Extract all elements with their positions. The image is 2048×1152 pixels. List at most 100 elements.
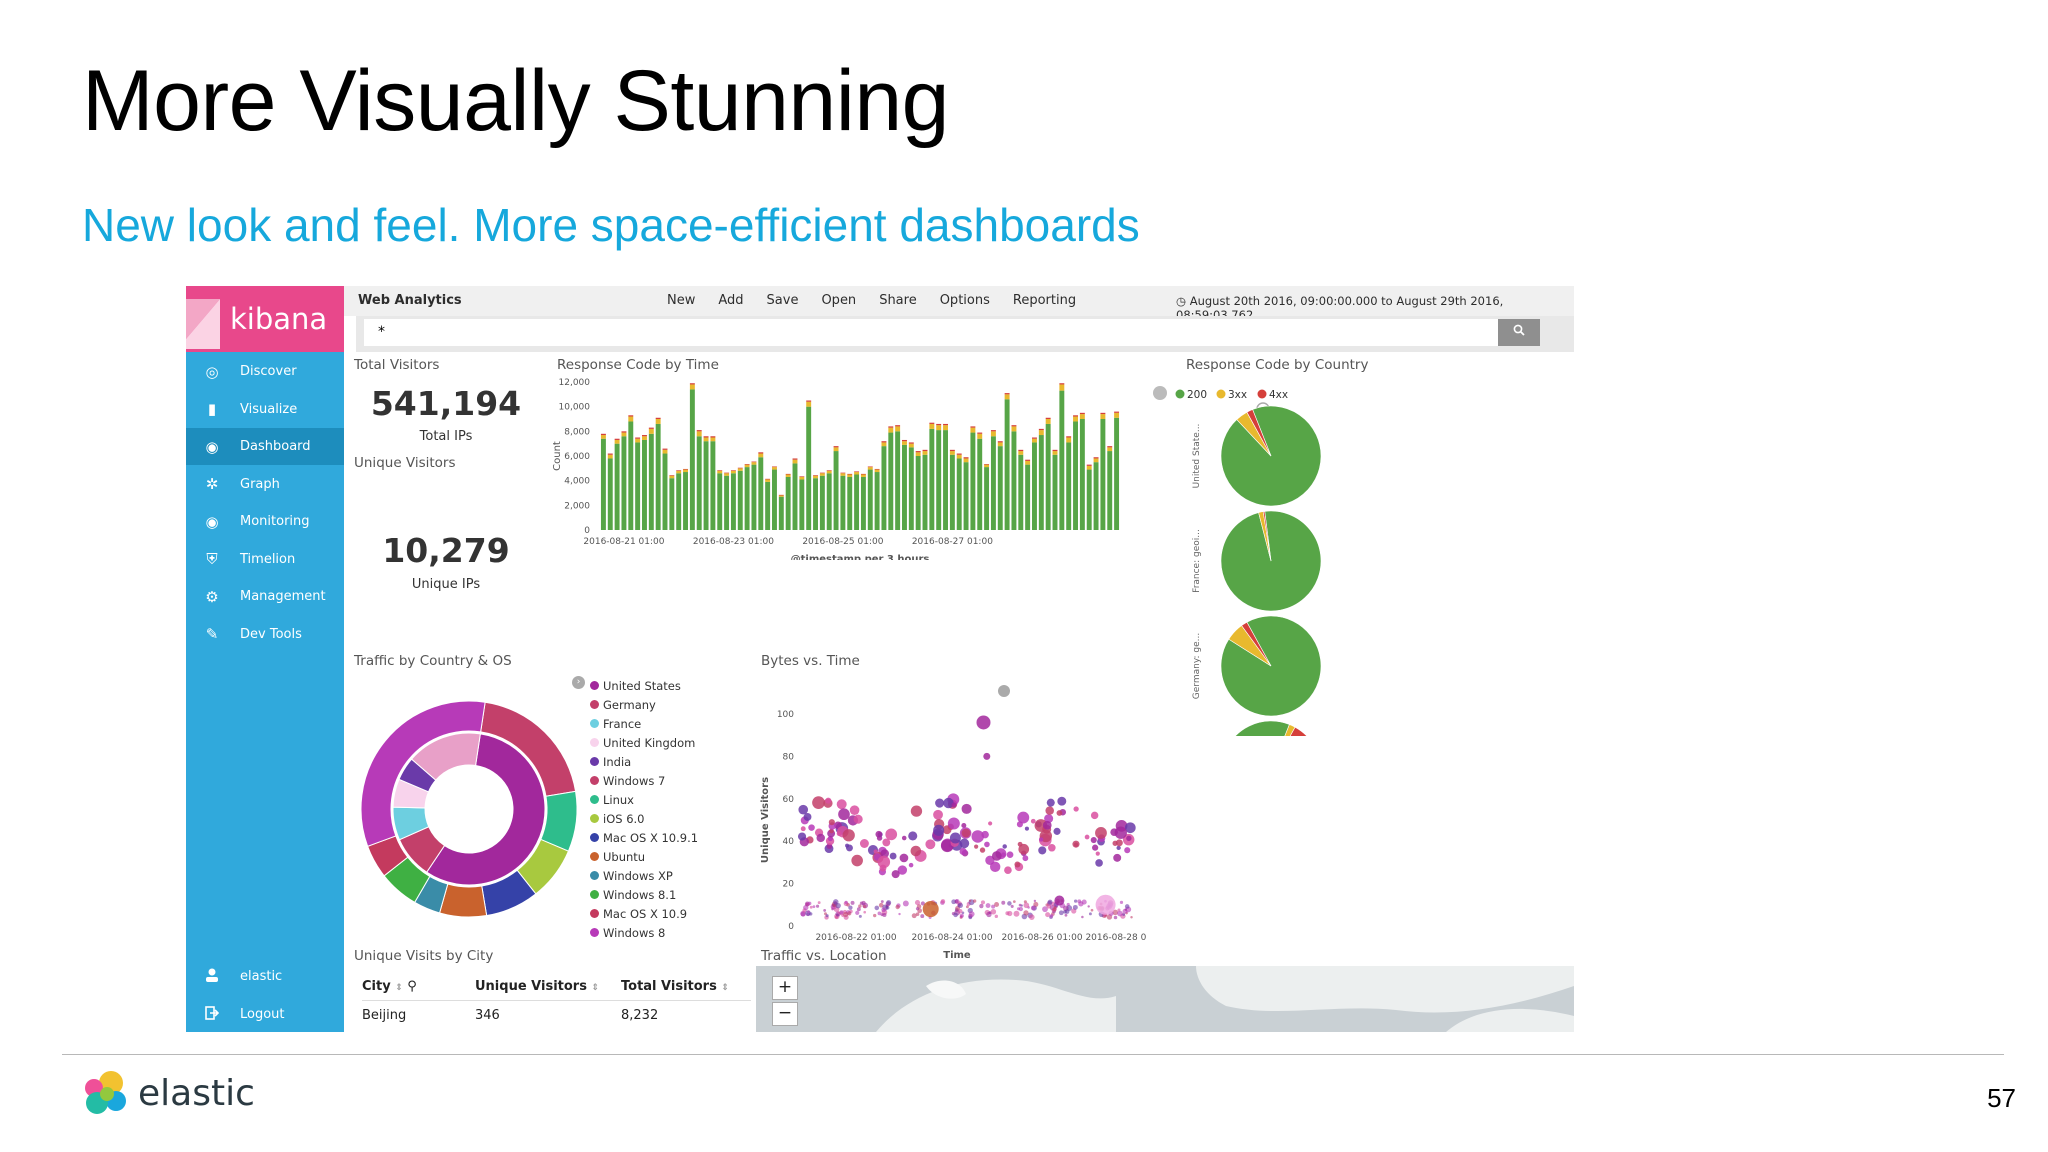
bar-3xx [819, 473, 825, 476]
scatter-point [1046, 798, 1055, 807]
menu-item-share[interactable]: Share [879, 293, 917, 308]
bar-4xx [902, 439, 907, 442]
bar-200 [744, 467, 750, 530]
zoom-in-button[interactable]: + [772, 976, 798, 1000]
legend-item[interactable]: Windows 8 [590, 923, 698, 942]
menu-item-add[interactable]: Add [718, 293, 744, 308]
x-tick-label: 2016-08-26 01:00 [1001, 933, 1082, 943]
sidebar-item-management[interactable]: ⚙ Management [186, 578, 344, 615]
legend-label[interactable]: 4xx [1269, 389, 1288, 401]
legend-item[interactable]: India [590, 752, 698, 771]
legend-label[interactable]: 3xx [1228, 389, 1247, 401]
sidebar-item-discover[interactable]: ◎ Discover [186, 353, 344, 390]
bar-4xx [929, 422, 935, 424]
collapse-icon[interactable] [1153, 386, 1167, 400]
menu-item-reporting[interactable]: Reporting [1012, 293, 1077, 308]
legend-label: Mac OS X 10.9 [603, 906, 688, 921]
scatter-point [1033, 901, 1039, 907]
scatter-point [844, 900, 848, 905]
bar-200 [1066, 442, 1072, 530]
legend-item[interactable]: Mac OS X 10.9 [590, 904, 698, 923]
menu-item-open[interactable]: Open [821, 293, 857, 308]
scatter-point [911, 913, 917, 919]
scatter-point [1030, 818, 1036, 824]
scatter-point [940, 839, 954, 853]
y-tick-label: 0 [584, 526, 590, 536]
bar-3xx [895, 426, 901, 432]
legend-item[interactable]: Germany [590, 695, 698, 714]
scatter-point [873, 849, 878, 854]
scatter-point [862, 904, 867, 909]
scatter-point [1042, 906, 1048, 913]
bar-200 [751, 464, 757, 530]
time-picker[interactable]: ◷ August 20th 2016, 09:00:00.000 to Augu… [1176, 294, 1574, 322]
sidebar-item-label: Dashboard [240, 439, 311, 454]
scatter-point [985, 903, 991, 908]
sidebar-item-dev-tools[interactable]: ✎ Dev Tools [186, 616, 344, 653]
slide-subtitle: New look and feel. More space-efficient … [82, 199, 1140, 251]
sidebar-item-label: Dev Tools [240, 626, 302, 642]
sidebar-item-graph[interactable]: ✲ Graph [186, 466, 344, 503]
bar-3xx [1045, 419, 1051, 424]
column-header-unique[interactable]: Unique Visitors ⇕ [475, 978, 600, 994]
legend-item[interactable]: United States [590, 676, 698, 695]
search-input[interactable]: * [364, 319, 1524, 346]
legend-label[interactable]: 200 [1187, 389, 1207, 401]
menu-item-options[interactable]: Options [939, 293, 990, 308]
sidebar-item-logout[interactable]: Logout [186, 996, 344, 1032]
legend-toggle-icon[interactable]: › [572, 676, 585, 689]
scatter-point [1044, 814, 1054, 824]
legend-item[interactable]: United Kingdom [590, 733, 698, 752]
scatter-point [922, 901, 939, 918]
bar-3xx [1107, 447, 1113, 452]
legend-item[interactable]: iOS 6.0 [590, 809, 698, 828]
scatter-point [1000, 852, 1006, 858]
legend-item[interactable]: Windows 8.1 [590, 885, 698, 904]
pie-slice [1289, 726, 1308, 736]
sidebar-item-monitoring[interactable]: ◉ Monitoring [186, 503, 344, 540]
bar-200 [1025, 464, 1031, 530]
scatter-point [908, 831, 918, 841]
legend-item[interactable]: Windows XP [590, 866, 698, 885]
scatter-point [1001, 900, 1006, 905]
bar-4xx [614, 438, 620, 440]
zoom-out-button[interactable]: − [772, 1002, 798, 1026]
bar-3xx [614, 439, 620, 444]
collapse-icon[interactable] [998, 685, 1010, 697]
kibana-logo[interactable]: kibana [186, 286, 344, 352]
scatter-point [935, 798, 945, 808]
bar-200 [833, 451, 839, 530]
bar-200 [724, 475, 730, 530]
legend-swatch [590, 871, 599, 880]
bar-4xx [1025, 459, 1031, 461]
search-button[interactable] [1498, 319, 1540, 346]
scatter-point [1053, 906, 1057, 909]
scatter-point [817, 901, 821, 905]
scatter-point [897, 865, 908, 875]
bar-4xx [813, 475, 818, 476]
legend-item[interactable]: Windows 7 [590, 771, 698, 790]
scatter-point [807, 910, 810, 914]
column-header-city[interactable]: City ⇕ ⚲ [362, 978, 417, 994]
sidebar-item-visualize[interactable]: ▮ Visualize [186, 391, 344, 428]
sidebar-item-dashboard[interactable]: ◉ Dashboard [186, 428, 344, 465]
traffic-map[interactable]: + − [756, 966, 1574, 1032]
bar-3xx [730, 470, 736, 474]
menu-item-new[interactable]: New [667, 293, 696, 308]
column-header-total[interactable]: Total Visitors ⇕ [621, 978, 729, 994]
bar-3xx [662, 449, 668, 454]
sidebar-item-timelion[interactable]: ⛨ Timelion [186, 541, 344, 578]
bar-4xx [915, 451, 921, 453]
scatter-point [882, 912, 887, 918]
legend-item[interactable]: Linux [590, 790, 698, 809]
x-tick-label: 2016-08-23 01:00 [693, 537, 774, 547]
legend-item[interactable]: Mac OS X 10.9.1 [590, 828, 698, 847]
bar-3xx [765, 479, 771, 482]
scatter-point [940, 899, 946, 904]
sidebar-item-user[interactable]: elastic [186, 958, 344, 995]
legend-item[interactable]: France [590, 714, 698, 733]
pie-slice [1234, 720, 1290, 736]
scatter-point [949, 832, 961, 844]
legend-item[interactable]: Ubuntu [590, 847, 698, 866]
menu-item-save[interactable]: Save [766, 293, 799, 308]
